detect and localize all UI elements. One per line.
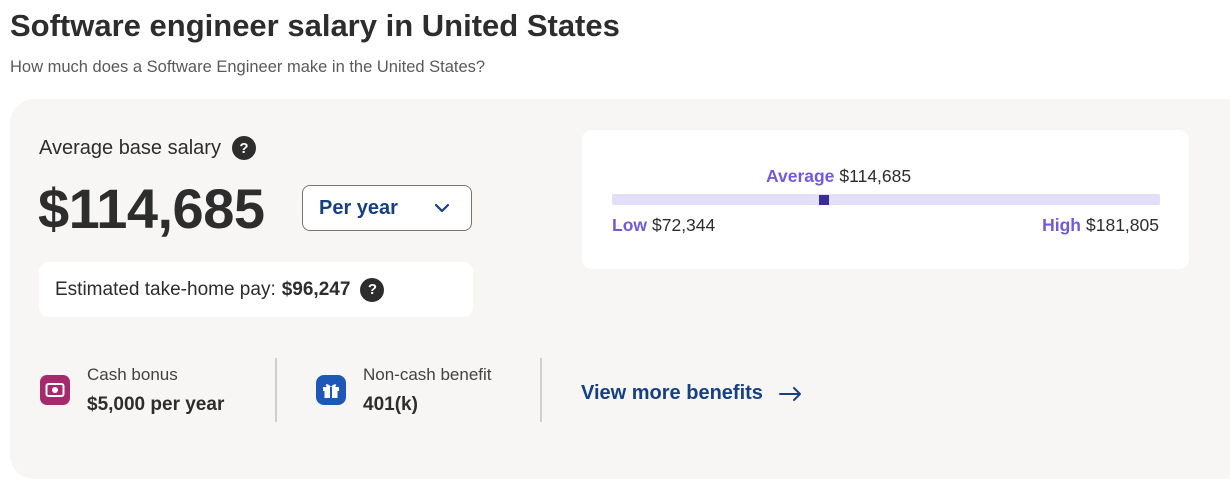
take-home-value: $96,247 <box>281 278 351 300</box>
average-marker <box>819 195 829 205</box>
page-subtitle: How much does a Software Engineer make i… <box>10 58 486 76</box>
range-low: Low $72,344 <box>612 215 715 236</box>
view-more-benefits-link[interactable]: View more benefits <box>581 382 803 405</box>
page-title: Software engineer salary in United State… <box>10 8 620 43</box>
benefit-value: $5,000 per year <box>87 394 225 415</box>
chevron-down-icon <box>434 203 450 213</box>
divider <box>275 358 277 422</box>
range-average-label: Average <box>766 166 835 186</box>
view-more-benefits-label: View more benefits <box>581 382 763 404</box>
benefit-non-cash: Non-cash benefit 401(k) <box>316 365 492 416</box>
benefit-label: Non-cash benefit <box>363 365 492 384</box>
take-home-pay-box: Estimated take-home pay: $96,247 ? <box>39 262 473 317</box>
benefit-value: 401(k) <box>363 394 418 415</box>
average-salary-label: Average base salary ? <box>39 136 256 160</box>
gift-icon <box>316 375 346 405</box>
range-high-value: $181,805 <box>1086 215 1159 235</box>
range-low-value: $72,344 <box>652 215 716 235</box>
range-average-value: $114,685 <box>839 166 912 186</box>
range-low-label: Low <box>612 215 647 235</box>
pay-period-dropdown[interactable]: Per year <box>302 185 472 231</box>
range-average: Average $114,685 <box>766 166 911 187</box>
question-icon[interactable]: ? <box>360 277 385 302</box>
range-high-label: High <box>1042 215 1081 235</box>
question-icon[interactable]: ? <box>231 136 256 160</box>
range-high: High $181,805 <box>1042 215 1159 236</box>
average-salary-label-text: Average base salary <box>39 136 221 159</box>
salary-range-bar <box>612 194 1160 205</box>
divider <box>540 358 542 422</box>
benefit-label: Cash bonus <box>87 365 178 384</box>
pay-period-value: Per year <box>319 196 398 219</box>
benefit-cash-bonus: Cash bonus $5,000 per year <box>40 365 224 416</box>
take-home-label: Estimated take-home pay: <box>55 278 276 300</box>
cash-icon <box>40 375 70 405</box>
average-salary-amount: $114,685 <box>38 177 265 240</box>
arrow-right-icon <box>778 386 801 401</box>
